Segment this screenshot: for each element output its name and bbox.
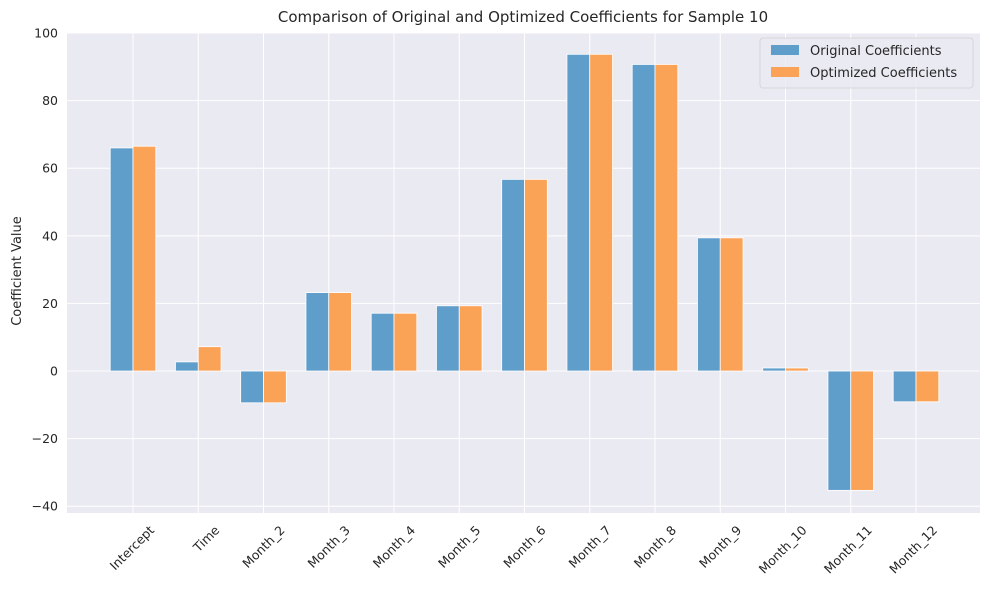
bar-original-month_6 (501, 178, 525, 372)
bar-original-month_11 (827, 370, 852, 491)
bar-optimized-month_5 (458, 305, 483, 372)
bar-optimized-month_12 (915, 370, 940, 403)
x-tick-label: Month_2 (239, 523, 287, 571)
y-tick-label: 100 (34, 26, 58, 41)
bar-optimized-intercept (132, 145, 157, 372)
bar-optimized-month_2 (263, 370, 287, 404)
bar-optimized-month_4 (393, 312, 418, 372)
bar-original-month_10 (762, 367, 786, 372)
legend-label: Original Coefficients (810, 44, 942, 59)
y-tick-label: −20 (32, 431, 58, 446)
y-tick-label: 40 (42, 228, 58, 243)
bar-optimized-month_7 (589, 53, 613, 372)
bar-optimized-month_8 (654, 64, 679, 372)
bar-optimized-time (197, 346, 222, 372)
x-tick-label: Month_8 (631, 522, 679, 570)
x-tick-label: Month_12 (886, 523, 940, 577)
legend-swatch (771, 45, 799, 55)
x-tick-labels: Intercept Time Month_2 Month_3 Month_4 Month_… (107, 522, 941, 576)
y-tick-label: 20 (42, 296, 58, 311)
y-tick-label: 80 (42, 93, 58, 108)
y-tick-label: −40 (32, 499, 58, 514)
bar-original-month_8 (631, 64, 656, 372)
bar-original-month_3 (305, 292, 330, 372)
y-tick-labels: −40 −20 0 20 40 60 80 100 (32, 26, 58, 514)
y-tick-label: 0 (50, 364, 58, 379)
bar-optimized-month_11 (850, 370, 874, 491)
bar-original-month_12 (892, 370, 917, 403)
x-tick-label: Month_3 (305, 523, 353, 571)
x-tick-label: Month_9 (696, 522, 744, 570)
legend-box (759, 37, 974, 89)
x-tick-label: Intercept (107, 522, 158, 573)
bar-original-month_4 (370, 312, 395, 372)
bar-original-time (175, 361, 199, 372)
bar-optimized-month_10 (785, 367, 809, 372)
legend: Original Coefficients Optimized Coefficie… (759, 37, 974, 89)
x-tick-label: Month_5 (435, 523, 483, 571)
bar-original-month_9 (697, 237, 721, 372)
legend-label: Optimized Coefficients (810, 66, 957, 81)
bar-original-intercept (109, 147, 134, 372)
bar-original-month_2 (240, 370, 264, 404)
y-axis-label: Coefficient Value (10, 216, 25, 326)
bars (109, 53, 940, 491)
bar-optimized-month_3 (328, 292, 352, 372)
y-tick-label: 60 (42, 161, 58, 176)
bar-optimized-month_9 (719, 237, 744, 372)
x-tick-label: Month_11 (821, 523, 875, 577)
bar-original-month_7 (566, 53, 591, 372)
x-tick-label: Month_4 (370, 522, 418, 570)
x-tick-label: Month_7 (566, 523, 614, 571)
bar-original-month_5 (436, 305, 460, 372)
bar-optimized-month_6 (524, 178, 548, 372)
chart-title: Comparison of Original and Optimized Coe… (278, 8, 768, 26)
legend-swatch (771, 67, 799, 77)
x-tick-label: Month_10 (756, 522, 810, 576)
x-tick-label: Month_6 (500, 522, 548, 570)
x-tick-label: Time (189, 522, 222, 555)
